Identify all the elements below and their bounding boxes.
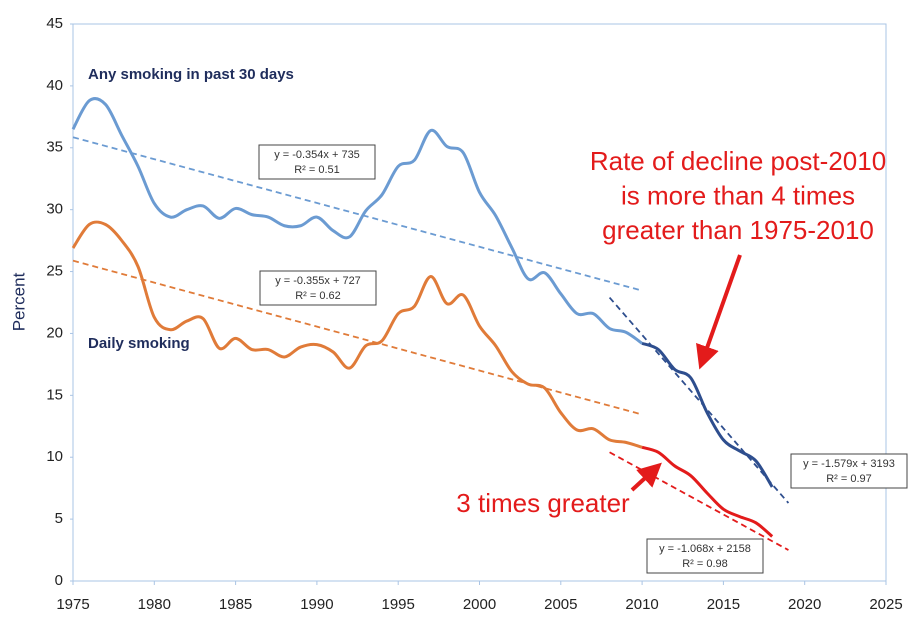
x-tick-label: 1975 <box>56 596 89 613</box>
x-tick-label: 2000 <box>463 596 496 613</box>
x-tick-label: 2010 <box>625 596 658 613</box>
r-squared: R² = 0.62 <box>295 290 341 302</box>
x-tick-label: 1995 <box>382 596 415 613</box>
y-tick-label: 10 <box>46 448 63 465</box>
series-line <box>641 445 774 538</box>
y-tick-label: 45 <box>46 15 63 32</box>
trend-line <box>72 136 643 292</box>
x-tick-label: 1985 <box>219 596 252 613</box>
equation: y = -1.579x + 3193 <box>803 458 895 470</box>
r-squared: R² = 0.51 <box>294 164 340 176</box>
x-tick-label: 2005 <box>544 596 577 613</box>
equation: y = -0.355x + 727 <box>275 275 361 287</box>
y-tick-label: 25 <box>46 263 63 280</box>
x-tick-label: 2015 <box>707 596 740 613</box>
y-tick-label: 35 <box>46 139 63 156</box>
x-tick-label: 1980 <box>138 596 171 613</box>
series-line <box>71 97 643 345</box>
series-label: Daily smoking <box>88 335 190 352</box>
y-tick-label: 5 <box>55 510 63 527</box>
equation: y = -1.068x + 2158 <box>659 543 751 555</box>
equation-box <box>259 270 377 306</box>
trend-line <box>609 451 789 551</box>
y-axis-label: Percent <box>9 272 28 331</box>
arrow <box>696 254 742 370</box>
y-tick-label: 40 <box>46 77 63 94</box>
annotation: 3 times greater <box>456 488 630 518</box>
series-line <box>641 341 774 488</box>
annotation: Rate of decline post-2010 <box>590 146 886 176</box>
series-line <box>71 220 643 449</box>
equation-box <box>790 453 908 489</box>
trend-line <box>608 296 790 504</box>
equation-box <box>258 144 376 180</box>
x-tick-label: 2025 <box>869 596 902 613</box>
equation: y = -0.354x + 735 <box>274 149 360 161</box>
equation-box <box>646 538 764 574</box>
annotation: greater than 1975-2010 <box>602 215 874 245</box>
annotation: is more than 4 times <box>621 180 855 210</box>
r-squared: R² = 0.98 <box>682 558 728 570</box>
series-label: Any smoking in past 30 days <box>88 66 294 83</box>
y-tick-label: 30 <box>46 201 63 218</box>
y-tick-label: 0 <box>55 572 63 589</box>
y-tick-label: 15 <box>46 386 63 403</box>
r-squared: R² = 0.97 <box>826 473 872 485</box>
arrow <box>630 462 662 492</box>
x-tick-label: 2020 <box>788 596 821 613</box>
x-tick-label: 1990 <box>300 596 333 613</box>
y-tick-label: 20 <box>46 324 63 341</box>
